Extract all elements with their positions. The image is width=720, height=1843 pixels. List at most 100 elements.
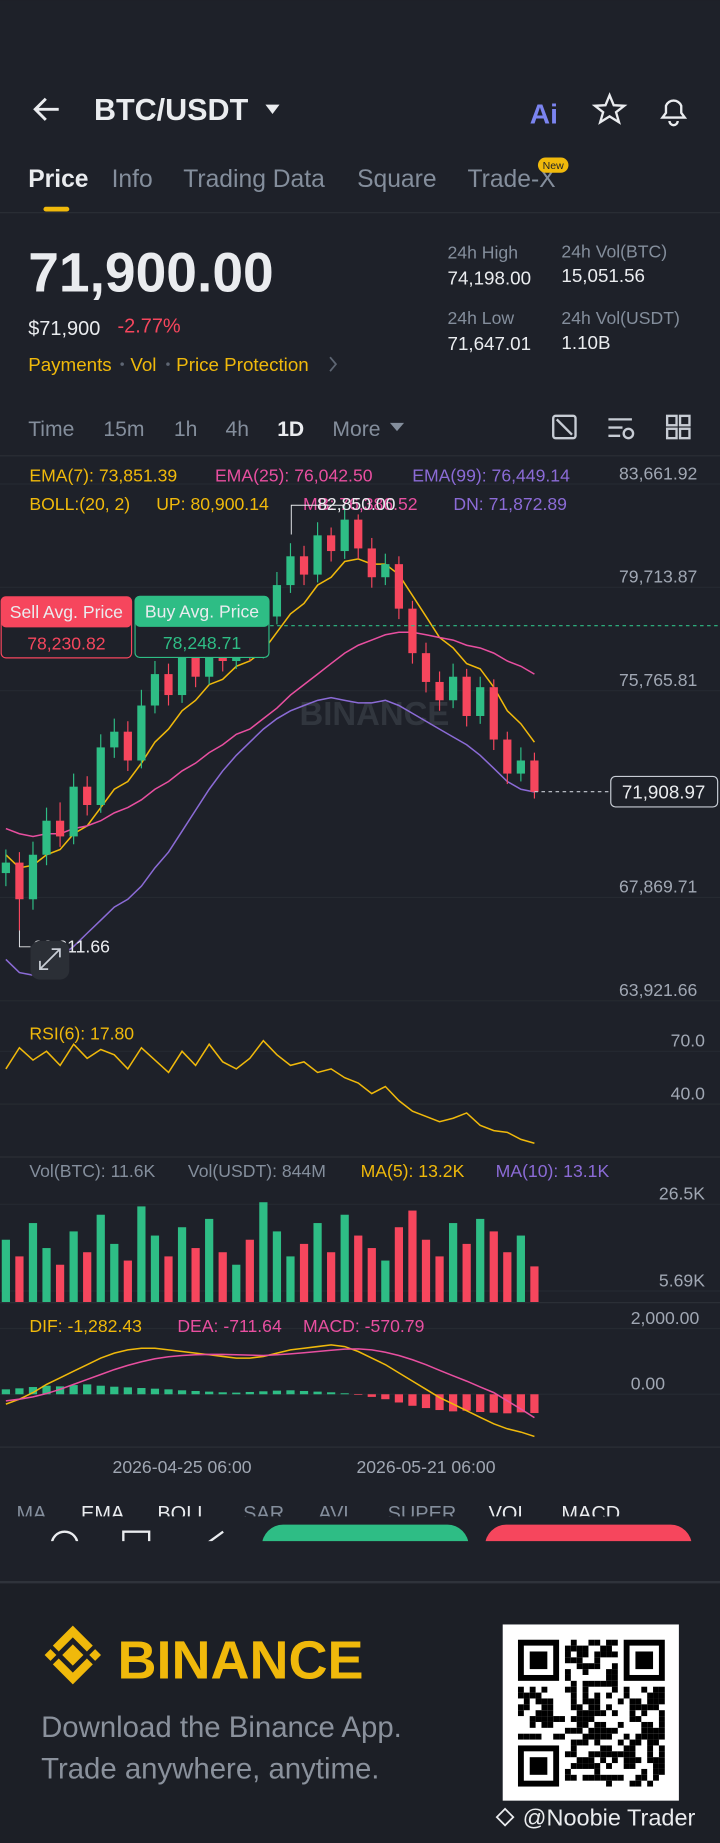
indicator-tab[interactable]: SAR [243,1503,284,1525]
volume-bar [340,1214,349,1303]
buy-button[interactable] [262,1524,469,1572]
favorite-button[interactable] [591,92,628,125]
macd-bar [205,1391,214,1395]
qr-module [658,1763,665,1769]
link[interactable]: Payments [28,354,112,375]
qr-module [547,1704,554,1711]
qr-module [588,1710,595,1717]
indicator-tab[interactable]: MA [16,1503,47,1525]
qr-module [517,1733,524,1740]
qr-module [611,1651,618,1658]
qr-module [576,1716,583,1722]
y-tick-label: 0.00 [631,1374,665,1394]
qr-module [547,1710,554,1717]
tab[interactable]: Info [112,166,153,193]
macd-bar [299,1390,309,1395]
qr-module [570,1686,577,1693]
qr-module [588,1733,595,1740]
candle-body [42,820,51,855]
qr-module [582,1710,589,1717]
volume-bar [286,1256,295,1303]
macd-bar [476,1394,485,1413]
qr-module [588,1663,595,1670]
qr-module [647,1739,654,1746]
expand-button[interactable] [30,940,70,980]
legend-entry: Vol(BTC): 11.6K [29,1161,155,1181]
chart-tools[interactable] [552,414,691,440]
icon[interactable] [197,1530,224,1551]
qr-module [588,1639,595,1646]
macd-bar [421,1394,431,1409]
candle-body [367,548,376,578]
candle-body [462,676,471,716]
avg-price-label: Sell Avg. Price [10,602,123,622]
qr-module [582,1763,589,1769]
macd-bar [191,1390,200,1395]
sell-button[interactable] [485,1524,692,1572]
interval[interactable]: 1D [277,418,304,441]
volume-bar [232,1264,241,1303]
qr-module [606,1674,612,1681]
indicator-tab[interactable]: AVL [318,1503,354,1525]
qr-module [564,1645,571,1652]
qr-module [606,1645,612,1652]
qr-module [629,1710,636,1717]
qr-module [535,1710,542,1717]
tab[interactable]: Square [357,166,437,193]
annotation-line [290,504,345,535]
indicator-tab[interactable]: SUPER [388,1503,457,1525]
macd-bar [55,1386,65,1395]
stat-label: 24h Vol(USDT) [561,308,679,328]
icon[interactable] [50,1530,79,1558]
link[interactable]: Price Protection [176,354,309,375]
ai-button[interactable]: Ai [530,97,558,129]
volume-bar [110,1243,119,1303]
volume-bar [15,1256,24,1303]
qr-finder [635,1651,654,1670]
candle-body [1,862,10,874]
qr-module [582,1739,589,1746]
link[interactable]: Vol [130,354,156,375]
interval[interactable]: 1h [174,418,198,441]
volume-bar [191,1248,200,1303]
qr-module [564,1686,571,1693]
candle-body [177,655,187,696]
legend-entry: EMA(99): 76,449.14 [412,466,570,486]
alert-button[interactable] [660,99,688,127]
candle-body [448,676,458,701]
back-button[interactable] [33,97,59,121]
qr-module [541,1721,548,1728]
qr-module [582,1698,589,1705]
pair-dropdown[interactable] [265,104,280,114]
qr-module [611,1751,618,1758]
indicator-tab[interactable]: EMA [81,1503,125,1525]
indicator-tab[interactable]: BOLL [157,1503,208,1525]
indicator-tab[interactable]: VOL [489,1503,529,1525]
qr-module [600,1651,607,1658]
interval[interactable]: More [332,418,380,441]
qr-module [547,1721,554,1728]
interval[interactable]: Time [28,418,74,441]
qr-module [576,1721,583,1728]
interval[interactable]: 4h [226,418,250,441]
qr-module [611,1727,618,1734]
qr-module [553,1733,560,1740]
qr-module [658,1692,665,1699]
qr-module [611,1686,618,1693]
qr-module [647,1733,654,1740]
volume-bar [83,1252,92,1303]
qr-module [600,1733,607,1740]
icon[interactable] [122,1530,151,1558]
x-tick-label: 2026-05-21 06:00 [356,1457,495,1477]
indicator-tab[interactable]: MACD [561,1503,620,1525]
tab[interactable]: Price [28,166,88,193]
more-dropdown[interactable] [389,422,405,432]
qr-module [570,1727,577,1734]
qr-module [658,1745,665,1752]
pair-title[interactable]: BTC/USDT [94,93,249,127]
qr-module [588,1757,595,1764]
interval[interactable]: 15m [103,418,144,441]
tab[interactable]: Trading Data [183,166,325,193]
legend-entry: DIF: -1,282.43 [29,1316,142,1336]
qr-module [594,1721,601,1728]
